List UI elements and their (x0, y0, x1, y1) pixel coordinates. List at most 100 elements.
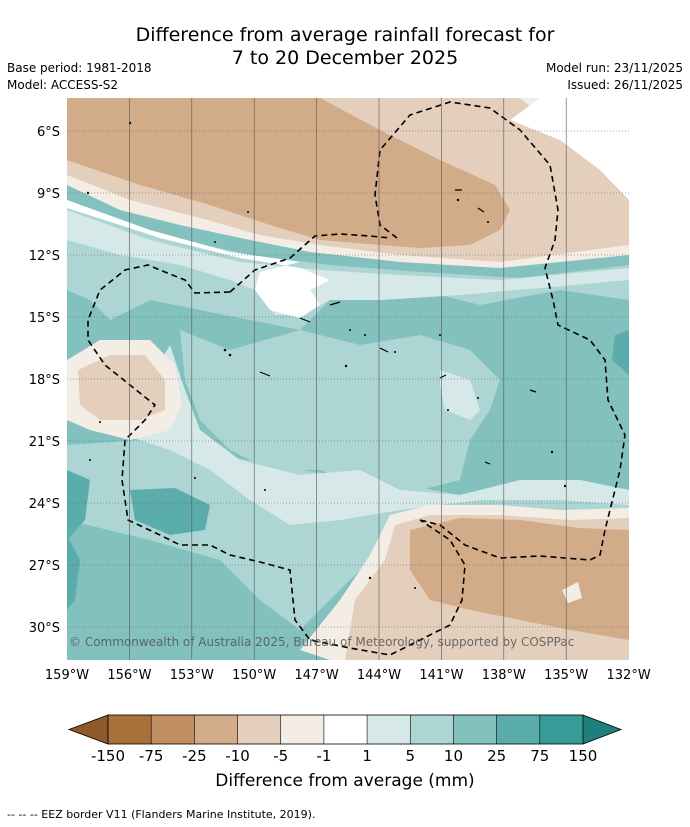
island (99, 421, 101, 423)
gridlines (67, 98, 629, 660)
island (364, 334, 366, 336)
island (349, 329, 351, 331)
island (487, 221, 489, 223)
island (214, 241, 216, 243)
lat-label: 21°S (29, 435, 60, 450)
lon-label: 144°W (357, 668, 401, 683)
island (439, 334, 441, 336)
meta-right: Model run: 23/11/2025 Issued: 26/11/2025 (546, 60, 683, 94)
lon-label: 147°W (295, 668, 339, 683)
colorbar-swatch (237, 715, 282, 744)
lon-label: 150°W (232, 668, 276, 683)
island (368, 576, 372, 580)
island (563, 484, 567, 488)
field-dry-south-10 (410, 518, 629, 640)
field-dry-west (78, 355, 165, 420)
lat-label: 24°S (29, 497, 60, 512)
lon-label: 141°W (419, 668, 463, 683)
lon-label: 138°W (482, 668, 526, 683)
lon-label: 156°W (107, 668, 151, 683)
field-25-75-west (67, 470, 90, 540)
lat-label: 30°S (29, 621, 60, 636)
lat-label: 12°S (29, 249, 60, 264)
island (414, 587, 416, 589)
field-5-10-south (67, 440, 629, 630)
colorbar-swatch (539, 715, 584, 744)
island (477, 397, 479, 399)
islands (259, 189, 537, 465)
colorbar-tick-label: 5 (405, 747, 415, 765)
field-5-10-north (67, 200, 629, 330)
field-neutral-ne (510, 98, 629, 200)
field-neutral-north (67, 200, 330, 318)
island (194, 477, 196, 479)
colorbar-tick-label: 150 (569, 747, 598, 765)
lat-label: 9°S (37, 187, 60, 202)
colorbar-swatch (367, 715, 411, 744)
meta-left: Base period: 1981-2018 Model: ACCESS-S2 (7, 60, 152, 94)
lon-label: 135°W (544, 668, 588, 683)
field-dry-south-small (562, 582, 582, 603)
colorbar-over-arrow (582, 714, 623, 745)
colorbar: -150 -75 -25 -10 -5 -1 1 5 10 25 75 150 (67, 714, 623, 765)
colorbar-swatch (496, 715, 541, 744)
lat-label: 27°S (29, 559, 60, 574)
colorbar-swatch (323, 715, 368, 744)
copyright-note: © Commonwealth of Australia 2025, Bureau… (69, 635, 574, 649)
field-5-10-mid (180, 330, 500, 490)
colorbar-swatch (280, 715, 325, 744)
island-dots (86, 121, 567, 589)
island (394, 351, 396, 353)
colorbar-swatch (194, 715, 239, 744)
field-25-75-sw (130, 488, 210, 535)
island (456, 198, 460, 202)
field-1-5-mid (80, 345, 629, 525)
island (228, 353, 232, 357)
colorbar-frame (107, 714, 584, 745)
colorbar-swatch (453, 715, 498, 744)
colorbar-swatch (151, 715, 195, 744)
lon-label: 132°W (607, 668, 651, 683)
island (259, 189, 537, 465)
title-line-2: 7 to 20 December 2025 (231, 47, 459, 69)
eez-border-north (374, 101, 626, 561)
lon-label: 153°W (170, 668, 214, 683)
latitude-labels: 6°S 9°S 12°S 15°S 18°S 21°S 24°S 27°S 30°S (29, 125, 60, 636)
colorbar-tick-label: -1 (316, 747, 331, 765)
issued-date: Issued: 26/11/2025 (567, 78, 683, 92)
island (344, 364, 348, 368)
colorbar-swatch (410, 715, 454, 744)
field-1-5-east (440, 370, 480, 420)
lat-label: 15°S (29, 311, 60, 326)
colorbar-tick-label: -150 (91, 747, 125, 765)
colorbar-tick-label: 75 (530, 747, 549, 765)
colorbar-under-arrow (67, 714, 109, 745)
island (264, 489, 266, 491)
eez-borders (87, 101, 626, 656)
lon-label: 159°W (45, 668, 89, 683)
field-dry-north-10 (67, 98, 510, 248)
chart-title: Difference from average rainfall forecas… (0, 24, 690, 70)
field-1-5-north (67, 210, 629, 315)
field-25-75-edge (67, 535, 80, 610)
base-period: Base period: 1981-2018 (7, 61, 152, 75)
colorbar-tick-label: -75 (139, 747, 164, 765)
island (447, 409, 449, 411)
eez-border-central (87, 233, 466, 656)
colorbar-tick-label: -25 (182, 747, 207, 765)
footnote: -- -- -- EEZ border V11 (Flanders Marine… (7, 808, 316, 821)
model-run: Model run: 23/11/2025 (545, 61, 683, 75)
longitude-labels: 159°W 156°W 153°W 150°W 147°W 144°W 141°W 138°W… (45, 668, 651, 683)
colorbar-tick-label: -10 (225, 747, 250, 765)
model-name: Model: ACCESS-S2 (7, 78, 119, 92)
colorbar-tick-label: 25 (487, 747, 506, 765)
island (223, 348, 227, 352)
colorbar-tick-label: 1 (362, 747, 372, 765)
island (89, 459, 91, 461)
island (247, 211, 249, 213)
lat-label: 18°S (29, 373, 60, 388)
lat-label: 6°S (37, 125, 60, 140)
colorbar-swatch (108, 715, 152, 744)
colorbar-tick-label: -5 (273, 747, 288, 765)
